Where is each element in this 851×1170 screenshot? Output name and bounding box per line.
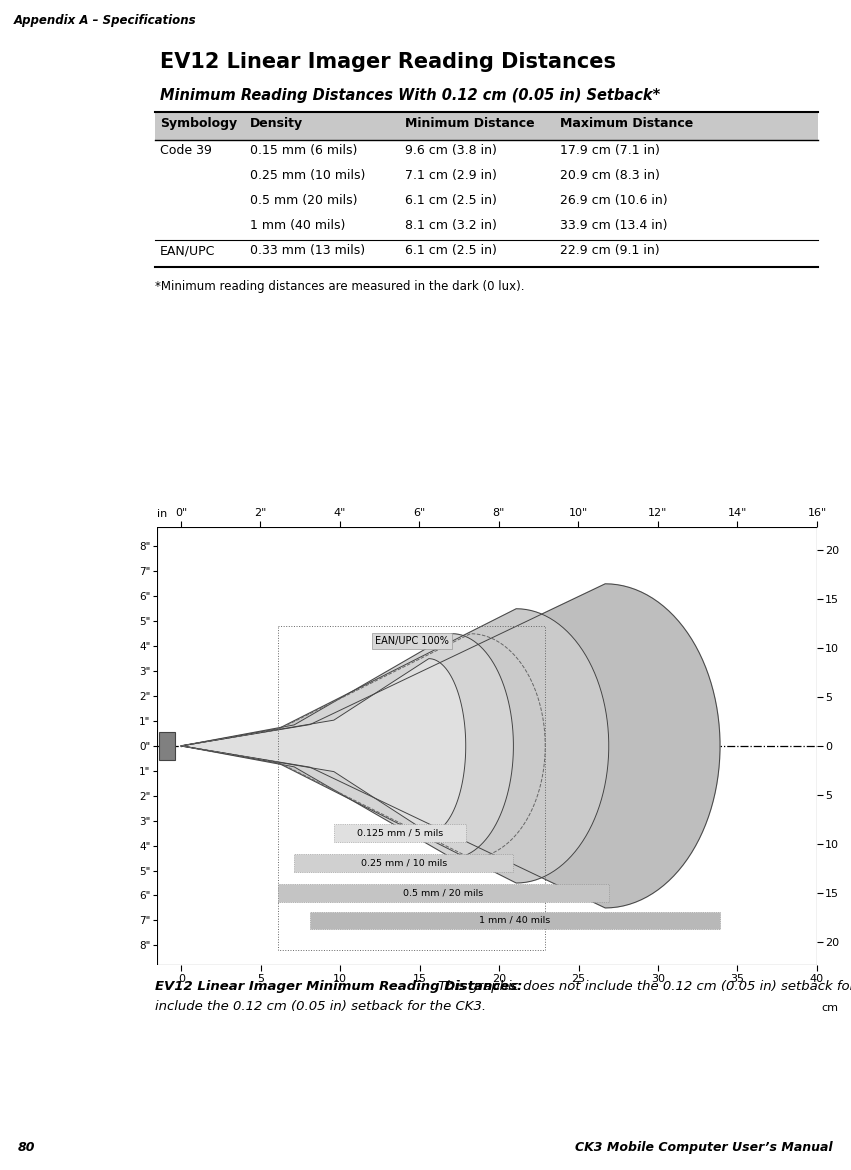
Text: 0.33 mm (13 mils): 0.33 mm (13 mils)	[250, 245, 365, 257]
Text: 9.6 cm (3.8 in): 9.6 cm (3.8 in)	[405, 144, 497, 157]
Text: EAN/UPC: EAN/UPC	[160, 245, 215, 257]
Bar	[294, 854, 513, 872]
Text: 33.9 cm (13.4 in): 33.9 cm (13.4 in)	[560, 219, 667, 232]
Text: 0.5 mm (20 mils): 0.5 mm (20 mils)	[250, 194, 357, 207]
Text: 6.1 cm (2.5 in): 6.1 cm (2.5 in)	[405, 194, 497, 207]
Polygon shape	[181, 584, 720, 908]
Text: 17.9 cm (7.1 in): 17.9 cm (7.1 in)	[560, 144, 660, 157]
Text: 20.9 cm (8.3 in): 20.9 cm (8.3 in)	[560, 168, 660, 183]
Text: Maximum Distance: Maximum Distance	[560, 117, 694, 130]
Text: 0.15 mm (6 mils): 0.15 mm (6 mils)	[250, 144, 357, 157]
Text: Appendix A – Specifications: Appendix A – Specifications	[14, 14, 197, 27]
Text: EV12 Linear Imager Reading Distances: EV12 Linear Imager Reading Distances	[160, 51, 616, 73]
Text: 26.9 cm (10.6 in): 26.9 cm (10.6 in)	[560, 194, 668, 207]
Text: 80: 80	[18, 1141, 36, 1154]
Bar	[159, 732, 175, 759]
Text: EV12 Linear Imager Minimum Reading Distances:: EV12 Linear Imager Minimum Reading Dista…	[155, 980, 523, 993]
Text: Density: Density	[250, 117, 303, 130]
Polygon shape	[181, 608, 608, 883]
Text: 7.1 cm (2.9 in): 7.1 cm (2.9 in)	[405, 168, 497, 183]
Text: 6.1 cm (2.5 in): 6.1 cm (2.5 in)	[405, 245, 497, 257]
Text: 8.1 cm (3.2 in): 8.1 cm (3.2 in)	[405, 219, 497, 232]
Text: Minimum Distance: Minimum Distance	[405, 117, 534, 130]
Polygon shape	[181, 659, 465, 833]
Text: 1 mm / 40 mils: 1 mm / 40 mils	[479, 916, 551, 924]
Text: CK3 Mobile Computer User’s Manual: CK3 Mobile Computer User’s Manual	[575, 1141, 833, 1154]
Text: include the 0.12 cm (0.05 in) setback for the CK3.: include the 0.12 cm (0.05 in) setback fo…	[155, 1000, 486, 1013]
Text: in: in	[157, 509, 168, 519]
Text: Minimum Reading Distances With 0.12 cm (0.05 in) Setback*: Minimum Reading Distances With 0.12 cm (…	[160, 88, 660, 103]
Polygon shape	[181, 634, 513, 858]
Text: Symbology: Symbology	[160, 117, 237, 130]
Text: cm: cm	[822, 1003, 839, 1013]
Bar	[310, 911, 720, 929]
Text: 0.125 mm / 5 mils: 0.125 mm / 5 mils	[357, 828, 443, 838]
Text: 1 mm (40 mils): 1 mm (40 mils)	[250, 219, 346, 232]
Text: 22.9 cm (9.1 in): 22.9 cm (9.1 in)	[560, 245, 660, 257]
Text: 0.25 mm (10 mils): 0.25 mm (10 mils)	[250, 168, 365, 183]
Text: This graphic does not include the 0.12 cm (0.05 in) setback for the CK3.: This graphic does not include the 0.12 c…	[438, 980, 851, 993]
Bar	[334, 825, 465, 842]
Text: Code 39: Code 39	[160, 144, 212, 157]
Text: 0.5 mm / 20 mils: 0.5 mm / 20 mils	[403, 888, 483, 897]
Bar	[278, 885, 608, 902]
Bar	[155, 112, 818, 140]
Text: *Minimum reading distances are measured in the dark (0 lux).: *Minimum reading distances are measured …	[155, 280, 524, 292]
Text: 0.25 mm / 10 mils: 0.25 mm / 10 mils	[361, 859, 447, 867]
Text: EAN/UPC 100%: EAN/UPC 100%	[374, 636, 448, 646]
